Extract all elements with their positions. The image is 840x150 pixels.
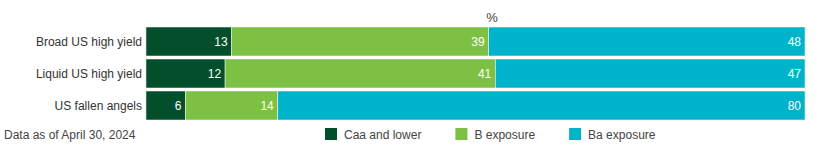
- data-label: 80: [788, 99, 802, 113]
- bar-segment: [278, 91, 805, 120]
- bar-segment: [146, 59, 225, 88]
- category-label: Liquid US high yield: [36, 67, 142, 81]
- data-label: 13: [214, 35, 228, 49]
- data-label: 12: [208, 67, 222, 81]
- bar-segment: [146, 27, 232, 56]
- category-label: US fallen angels: [55, 99, 142, 113]
- bar-segment: [495, 59, 805, 88]
- legend-swatch: [455, 128, 467, 140]
- bars: [146, 27, 805, 120]
- data-label: 39: [471, 35, 485, 49]
- data-label: 6: [175, 99, 182, 113]
- data-label: 48: [788, 35, 802, 49]
- data-label: 41: [478, 67, 492, 81]
- chart: % 13 39 48 12 41 47 6 14 80 Broad US high yield Liq…: [0, 0, 840, 150]
- legend-label: Caa and lower: [344, 128, 421, 142]
- bar-segment: [186, 91, 278, 120]
- annotation: Data as of April 30, 2024: [4, 128, 136, 142]
- data-label: 47: [788, 67, 802, 81]
- category-label: Broad US high yield: [36, 35, 142, 49]
- bar-segment: [146, 91, 186, 120]
- legend-label: B exposure: [474, 128, 535, 142]
- legend: Caa and lower B exposure Ba exposure: [325, 128, 656, 142]
- bar-segment: [489, 27, 805, 56]
- title: %: [486, 10, 498, 25]
- legend-label: Ba exposure: [588, 128, 656, 142]
- bar-segment: [232, 27, 489, 56]
- legend-swatch: [569, 128, 581, 140]
- data-label: 14: [260, 99, 274, 113]
- legend-swatch: [325, 128, 337, 140]
- data-labels: 13 39 48 12 41 47 6 14 80: [175, 35, 801, 113]
- bar-segment: [225, 59, 495, 88]
